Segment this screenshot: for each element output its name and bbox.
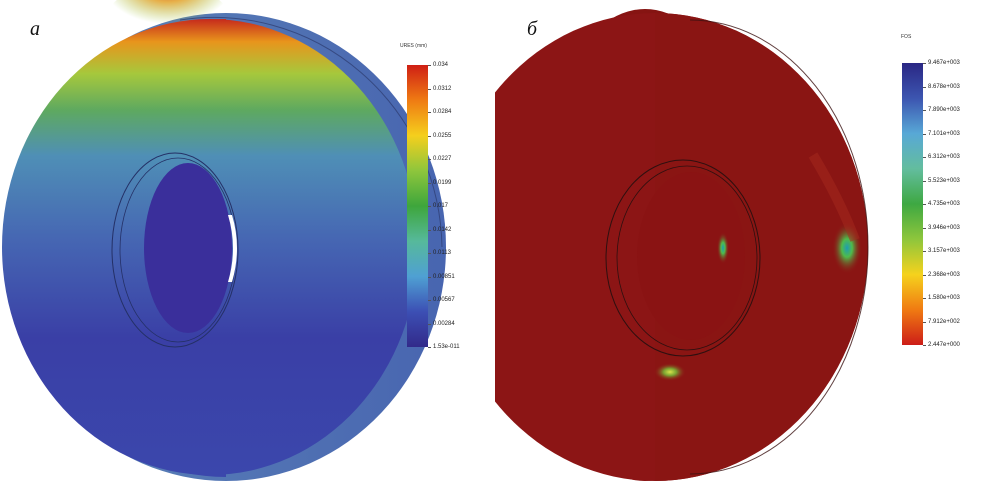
panel-letter-a: а: [30, 18, 40, 40]
rim-edge: [689, 19, 869, 475]
colorbar-tick-label: 7.890e+003: [928, 107, 960, 113]
colorbar-tick-label: 3.946e+003: [928, 224, 960, 231]
colorbar-tick: [428, 65, 431, 66]
colorbar-tick-label: 2.368e+003: [928, 271, 960, 278]
colorbar-tick: [923, 251, 926, 252]
colorbar-fos: [902, 63, 923, 345]
panel-factor-of-safety: б FOS 9.467e+003 8.678e+003 7.890e+003 7.10…: [495, 0, 984, 481]
stress-hotspot-lower: [654, 363, 686, 381]
panel-displacement: а URES (mm) 0.034 0.0312 0.0284 0.0255 0.022…: [0, 0, 489, 481]
colorbar-tick-label: 0.0255: [433, 132, 452, 139]
rim-edge: [179, 16, 443, 248]
colorbar-tick: [428, 159, 431, 160]
stress-hotspot-bore: [717, 232, 729, 264]
colorbar-tick: [428, 112, 431, 113]
bore-hole: [144, 163, 232, 333]
colorbar-tick: [923, 63, 926, 64]
colorbar-tick-label: 0.0199: [433, 179, 452, 186]
colorbar-tick: [923, 110, 926, 111]
colorbar-tick: [428, 135, 431, 137]
colorbar-tick: [923, 274, 926, 276]
colorbar-tick: [428, 323, 431, 325]
colorbar-tick: [923, 298, 926, 299]
colorbar-tick: [428, 253, 431, 254]
colorbar-tick: [428, 347, 431, 348]
colorbar-tick: [428, 182, 431, 184]
colorbar-tick-label: 1.53e-011: [433, 344, 460, 350]
bore-chamfer-outer: [605, 159, 761, 357]
colorbar-tick-label: 0.0312: [433, 85, 452, 92]
colorbar-tick: [923, 133, 926, 135]
bore-hole: [637, 172, 745, 340]
bore-chamfer-outer: [111, 152, 239, 348]
colorbar-tick-label: 7.101e+003: [928, 130, 960, 137]
colorbar-tick: [428, 206, 431, 207]
colorbar-tick: [428, 300, 431, 301]
colorbar-tick-label: 3.157e+003: [928, 248, 960, 254]
colorbar-tick-label: 0.0113: [433, 250, 451, 256]
colorbar-tick: [428, 229, 431, 231]
colorbar-tick-label: 1.580e+003: [928, 295, 960, 301]
colorbar-tick: [428, 276, 431, 278]
colorbar-tick: [923, 180, 926, 182]
legend-title-ures: URES (mm): [400, 43, 427, 49]
colorbar-tick-label: 6.312e+003: [928, 154, 960, 160]
colorbar-tick-label: 4.735e+003: [928, 201, 960, 207]
panel-letter-b: б: [527, 18, 538, 40]
colorbar-tick-label: 9.467e+003: [928, 60, 960, 66]
colorbar-tick-label: 2.447e+000: [928, 342, 960, 348]
colorbar-tick: [923, 227, 926, 229]
colorbar-tick: [923, 86, 926, 88]
colorbar-tick-label: 5.523e+003: [928, 177, 960, 184]
max-displacement-zone: [104, 0, 232, 64]
stress-band-rim: [808, 152, 860, 242]
fos-model-view: [495, 9, 869, 481]
colorbar-tick: [428, 88, 431, 90]
disc-face: [655, 13, 868, 481]
colorbar-tick: [923, 157, 926, 158]
colorbar-tick-label: 0.00284: [433, 320, 455, 327]
colorbar-tick: [923, 204, 926, 205]
colorbar-ures: [407, 65, 428, 347]
colorbar-tick-label: 0.017: [433, 203, 449, 209]
colorbar-tick: [923, 321, 926, 323]
colorbar-tick-label: 0.034: [433, 62, 449, 68]
colorbar-tick: [923, 345, 926, 346]
colorbar-tick-label: 0.00851: [433, 273, 455, 280]
colorbar-tick-label: 7.912e+002: [928, 318, 960, 325]
colorbar-tick-label: 0.00567: [433, 297, 455, 303]
colorbar-tick-label: 0.0142: [433, 226, 452, 233]
colorbar-tick-label: 8.678e+003: [928, 83, 960, 90]
colorbar-tick-label: 0.0284: [433, 109, 452, 115]
bore-chamfer-inner: [616, 165, 758, 351]
colorbar-tick-label: 0.0227: [433, 156, 452, 162]
bore-opening: [228, 215, 237, 282]
legend-title-fos: FOS: [901, 34, 912, 40]
displacement-model-view: [2, 0, 446, 481]
